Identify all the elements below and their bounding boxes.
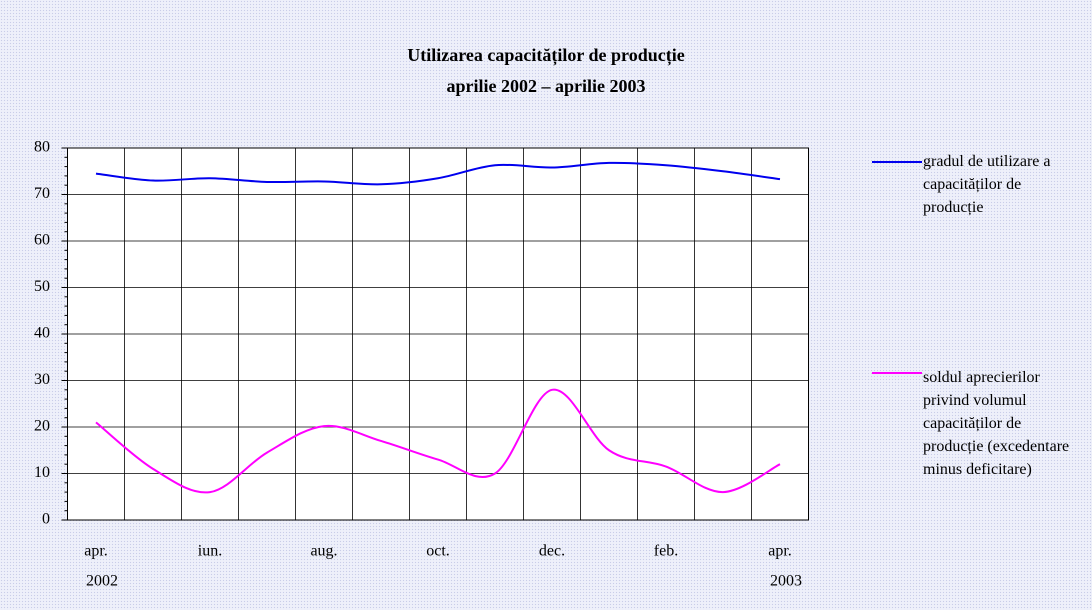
y-tick-label: 30: [34, 371, 50, 388]
y-tick-label: 70: [34, 185, 50, 202]
x-tick-label: iun.: [198, 543, 222, 560]
series-line: [95, 388, 781, 494]
y-tick-label: 60: [34, 232, 50, 249]
x-tick-label: feb.: [654, 543, 678, 560]
y-tick-label: 40: [34, 325, 50, 342]
x-tick-label: oct.: [426, 543, 450, 560]
legend-label: soldul aprecierilor privind volumul capa…: [923, 369, 1070, 478]
x-year-label: 2003: [770, 573, 802, 590]
series-line: [95, 161, 781, 186]
chart-subtitle: aprilie 2002 – aprilie 2003: [447, 76, 646, 96]
x-tick-label: apr.: [768, 543, 792, 560]
y-tick-label: 20: [34, 418, 50, 435]
chart-title: Utilizarea capacităților de producție: [407, 45, 684, 66]
x-tick-label: aug.: [310, 543, 337, 560]
y-tick-label: 80: [34, 139, 50, 156]
y-tick-label: 0: [42, 511, 50, 528]
legend-label: gradul de utilizare a capacităților de p…: [923, 153, 1051, 216]
x-year-label: 2002: [86, 573, 118, 590]
y-tick-label: 10: [34, 464, 50, 481]
x-tick-label: dec.: [539, 543, 565, 560]
x-tick-label: apr.: [84, 543, 108, 560]
y-tick-label: 50: [34, 278, 50, 295]
